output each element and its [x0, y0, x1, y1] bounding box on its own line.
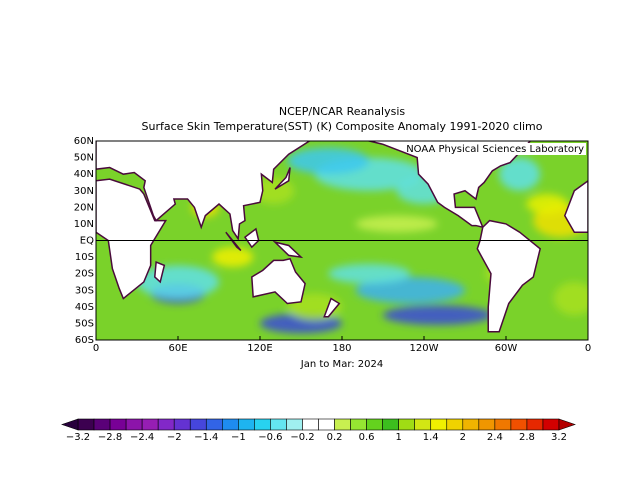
lat-label: 20S [75, 269, 94, 280]
colorbar-cell [382, 418, 399, 431]
landmass [274, 167, 291, 190]
colorbar-cell [526, 418, 544, 431]
period: Jan to Mar: 2024 [300, 359, 384, 370]
colorbar-label: 2 [460, 432, 466, 443]
anomaly-patch [212, 247, 254, 268]
lat-label: 40S [75, 302, 94, 313]
anomaly-patch [553, 281, 588, 316]
colorbar-cell [238, 418, 255, 431]
lat-label: 50S [75, 318, 94, 329]
colorbar-cell [398, 418, 415, 431]
colorbar-cell [189, 418, 207, 431]
colorbar-label: 1.4 [423, 432, 439, 443]
landmass [251, 257, 306, 305]
colorbar-cell [430, 418, 448, 431]
anomaly-patch [328, 263, 411, 284]
lat-label: 20N [74, 202, 94, 213]
lat-label: 60N [74, 136, 94, 147]
colorbar-cell [205, 418, 223, 431]
colorbar-under [61, 418, 79, 431]
colorbar-label: 0.2 [327, 432, 343, 443]
lon-label: 0 [585, 343, 591, 354]
anomaly-patch [287, 147, 370, 175]
landmass [96, 178, 168, 300]
colorbar-label: 1 [395, 432, 401, 443]
colorbar-label: −0.6 [258, 432, 282, 443]
lat-label: 30N [74, 186, 94, 197]
landmass [96, 141, 311, 242]
colorbar-cell [542, 418, 560, 431]
lon-label: 120E [247, 343, 272, 354]
colorbar-cell [302, 418, 319, 431]
lat-label: 10S [75, 252, 94, 263]
colorbar-cell [141, 418, 159, 431]
landmass [563, 179, 588, 233]
landmass [366, 141, 532, 229]
colorbar-cell [334, 418, 351, 431]
lon-label: 180 [332, 343, 351, 354]
landmass [225, 231, 242, 252]
colorbar-cell [109, 418, 127, 431]
anomaly-patch [355, 276, 466, 304]
landmass [323, 297, 341, 318]
colorbar-cell [222, 418, 239, 431]
colorbar-cell [157, 418, 175, 431]
colorbar-cell [414, 418, 432, 431]
anomaly-patch [382, 305, 493, 326]
colorbar-label: 0.6 [359, 432, 375, 443]
colorbar-cell [173, 418, 191, 431]
subtitle: Surface Skin Temperature(SST) (K) Compos… [141, 120, 542, 133]
lat-label: EQ [80, 236, 94, 247]
lon-label: 60E [168, 343, 187, 354]
colorbar-label: 2.4 [487, 432, 503, 443]
colorbar: −3.2 −2.8 −2.4 −2 −1.4 −1 −0.6 −0.2 0.2 0.6 1 1.4 2 2… [61, 418, 576, 443]
lon-label: 60W [495, 343, 518, 354]
anomaly-patch [355, 215, 438, 233]
landmass [153, 260, 166, 284]
anomaly-patch [499, 157, 541, 191]
landmass [476, 219, 542, 333]
colorbar-cell [478, 418, 496, 431]
colorbar-cell [77, 418, 95, 431]
lon-label: 120W [410, 343, 439, 354]
map [96, 141, 588, 340]
colorbar-label: 2.8 [519, 432, 535, 443]
colorbar-label: −2.8 [98, 432, 122, 443]
lat-label: 10N [74, 219, 94, 230]
colorbar-over [558, 418, 576, 431]
colorbar-label: 3.2 [551, 432, 567, 443]
colorbar-cell [462, 418, 480, 431]
colorbar-cell [446, 418, 464, 431]
colorbar-label: −2.4 [130, 432, 154, 443]
colorbar-label: −0.2 [290, 432, 314, 443]
colorbar-label: −3.2 [66, 432, 90, 443]
colorbar-cell [254, 418, 271, 431]
colorbar-label: −2 [167, 432, 182, 443]
colorbar-cell [93, 418, 111, 431]
lat-label: 40N [74, 169, 94, 180]
lat-label: 60S [75, 335, 94, 346]
colorbar-cell [494, 418, 512, 431]
title: NCEP/NCAR Reanalysis [279, 105, 405, 118]
lat-label: 30S [75, 285, 94, 296]
colorbar-cell [286, 418, 303, 431]
lat-label: 50N [74, 153, 94, 164]
colorbar-cell [318, 418, 335, 431]
credit-box [420, 143, 586, 155]
anomaly-patch [526, 194, 568, 214]
colorbar-label: −1.4 [194, 432, 218, 443]
colorbar-cell [350, 418, 367, 431]
colorbar-cell [270, 418, 287, 431]
lon-label: 0 [93, 343, 99, 354]
colorbar-cell [125, 418, 143, 431]
colorbar-cell [510, 418, 528, 431]
colorbar-cell [366, 418, 383, 431]
credit: NOAA Physical Sciences Laboratory [406, 144, 584, 155]
colorbar-label: −1 [231, 432, 246, 443]
landmass [272, 240, 304, 259]
land [96, 141, 588, 333]
